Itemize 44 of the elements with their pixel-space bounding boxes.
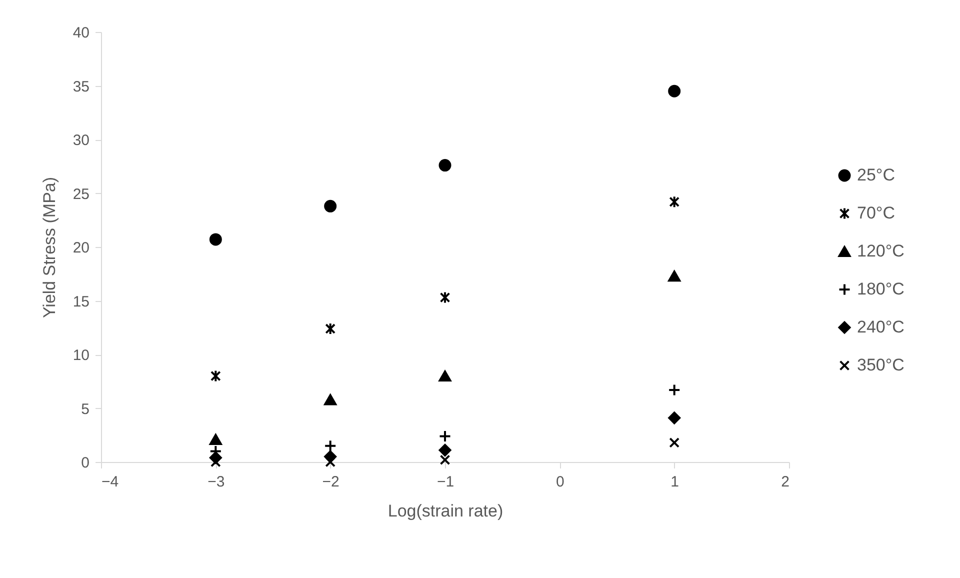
point <box>440 291 450 304</box>
point <box>438 430 452 442</box>
y-tick-label: 20 <box>72 240 90 256</box>
point <box>209 434 222 445</box>
point <box>324 200 337 212</box>
y-tick-label: 25 <box>72 186 90 203</box>
point <box>668 270 681 282</box>
y-tick-label: 40 <box>72 24 90 42</box>
x-tick-label: −3 <box>208 474 225 490</box>
y-tick-label: 15 <box>72 293 90 310</box>
legend-label: 70°C <box>857 204 895 222</box>
y-tick-label: 30 <box>72 132 90 149</box>
x-tick-label: −4 <box>102 474 119 490</box>
point <box>669 437 680 448</box>
x-tick-label: 0 <box>556 474 564 490</box>
x-axis-title: Log(strain rate) <box>388 502 504 520</box>
legend-label: 25°C <box>857 166 895 184</box>
y-tick-label: 5 <box>81 400 90 418</box>
point <box>438 444 452 456</box>
point <box>325 456 336 468</box>
point <box>324 440 337 452</box>
x-tick-label: 1 <box>670 474 680 490</box>
point <box>324 394 337 406</box>
point <box>668 84 681 98</box>
point <box>209 233 222 246</box>
legend-label: 120°C <box>857 242 904 260</box>
point <box>668 384 681 396</box>
legend-label: 240°C <box>857 318 904 336</box>
x-tick-label: 2 <box>781 474 790 490</box>
y-tick-label: 0 <box>81 454 90 472</box>
y-tick-label: 10 <box>72 347 90 364</box>
legend-label: 350°C <box>857 356 904 374</box>
point <box>668 412 681 424</box>
x-tick-label: −2 <box>322 474 340 490</box>
point <box>438 159 452 172</box>
point <box>325 322 336 335</box>
x-tick-label: −1 <box>436 474 454 490</box>
point <box>438 370 452 382</box>
point <box>669 196 680 208</box>
legend-label: 180°C <box>857 280 904 298</box>
point <box>440 454 450 466</box>
point <box>210 370 221 382</box>
y-tick-label: 35 <box>72 78 90 96</box>
y-axis-title: Yield Stress (MPa) <box>40 176 59 318</box>
